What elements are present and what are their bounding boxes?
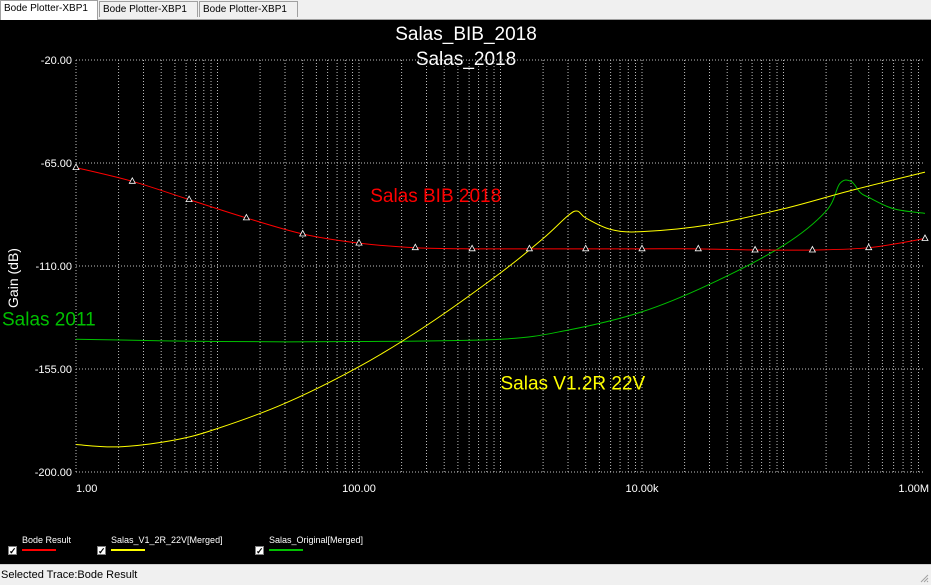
series-marker (411, 243, 419, 251)
y-tick-label: -155.00 (35, 364, 72, 376)
series-marker (128, 176, 136, 184)
legend-checkbox-salas-v1[interactable]: ✓ (97, 546, 106, 556)
x-tick-label: 1.00M (898, 483, 929, 495)
tab-bar: Bode Plotter-XBP1 Bode Plotter-XBP1 Bode… (0, 0, 931, 20)
series-marker (355, 238, 363, 246)
bode-plot-area[interactable]: Salas_BIB_2018 Salas_2018 -20.00 -65.00 -1… (0, 20, 931, 528)
y-tick-label: -110.00 (36, 261, 73, 273)
y-axis-label: Gain (dB) (5, 248, 21, 308)
series-marker (694, 244, 702, 252)
chart-background (0, 20, 931, 528)
y-tick-label: -20.00 (41, 55, 72, 67)
series-marker (185, 195, 193, 203)
annotation-label: Salas 2011 (2, 310, 96, 331)
legend-item-salas-v1[interactable]: ✓ Salas_V1_2R_22V[Merged] (97, 534, 247, 556)
series-marker (751, 245, 759, 253)
y-tick-label: -200.00 (35, 467, 72, 479)
status-bar: Selected Trace:Bode Result (0, 564, 931, 585)
status-text: Selected Trace:Bode Result (1, 569, 138, 581)
x-tick-label: 1.00 (76, 483, 97, 495)
legend-bar: ✓ Bode Result ✓ Salas_V1_2R_22V[Merged] … (0, 528, 931, 564)
chart-title: Salas_BIB_2018 (395, 24, 537, 45)
series-marker (921, 234, 929, 241)
series-marker (525, 244, 534, 252)
legend-line-red (22, 549, 56, 551)
annotation-label: Salas V1.2R 22V (501, 374, 646, 395)
series-marker (72, 163, 80, 171)
series-marker (582, 244, 590, 252)
series-marker (638, 244, 646, 252)
series-line-green (75, 179, 926, 343)
legend-item-bode-result[interactable]: ✓ Bode Result (8, 534, 98, 556)
resize-grip-icon[interactable] (919, 573, 929, 583)
series-line-yellow (75, 171, 926, 448)
legend-line-green (269, 549, 303, 551)
y-tick-label: -65.00 (41, 158, 72, 170)
bode-chart: Salas_BIB_2018 Salas_2018 -20.00-65.00-1… (0, 20, 931, 528)
legend-line-yellow (111, 549, 145, 551)
tab-bode-plotter-1[interactable]: Bode Plotter-XBP1 (0, 0, 98, 20)
series-marker (299, 229, 307, 237)
legend-item-salas-original[interactable]: ✓ Salas_Original[Merged] (255, 534, 385, 556)
legend-label-bode-result: Bode Result (22, 535, 72, 545)
legend-checkbox-salas-original[interactable]: ✓ (255, 546, 264, 556)
x-tick-label: 10.00k (625, 483, 659, 495)
series-marker (808, 245, 817, 253)
series-marker (468, 244, 476, 252)
series-line-red (75, 167, 926, 251)
tab-bode-plotter-3[interactable]: Bode Plotter-XBP1 (199, 1, 298, 17)
legend-label-salas-original: Salas_Original[Merged] (269, 535, 364, 545)
series-marker (865, 243, 873, 251)
x-tick-label: 100.00 (342, 483, 376, 495)
legend-label-salas-v1: Salas_V1_2R_22V[Merged] (111, 535, 223, 545)
annotation-label: Salas BIB 2018 (370, 186, 501, 207)
tab-bode-plotter-2[interactable]: Bode Plotter-XBP1 (99, 1, 198, 17)
series-marker (242, 213, 251, 221)
legend-checkbox-bode-result[interactable]: ✓ (8, 546, 17, 556)
